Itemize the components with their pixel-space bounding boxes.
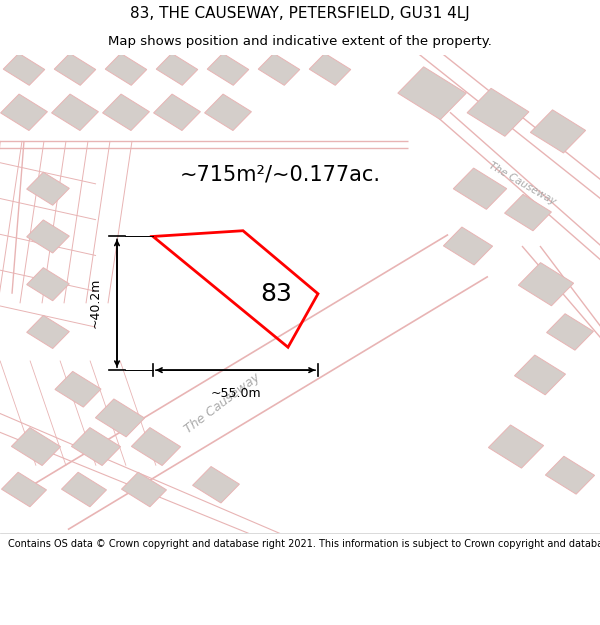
Text: Map shows position and indicative extent of the property.: Map shows position and indicative extent… [108,35,492,48]
Polygon shape [453,168,507,209]
Polygon shape [467,88,529,136]
Polygon shape [258,53,300,85]
Polygon shape [488,425,544,468]
Polygon shape [103,94,149,131]
Polygon shape [71,428,121,466]
Polygon shape [545,456,595,494]
Polygon shape [131,428,181,466]
Polygon shape [105,53,147,85]
Polygon shape [26,316,70,349]
Text: 83: 83 [260,282,292,306]
Polygon shape [95,399,145,437]
Polygon shape [26,220,70,253]
Polygon shape [207,53,249,85]
Text: The Causeway: The Causeway [182,371,262,436]
Polygon shape [52,94,98,131]
Polygon shape [547,314,593,350]
Polygon shape [514,355,566,395]
Polygon shape [154,94,200,131]
Polygon shape [530,110,586,153]
Polygon shape [1,94,47,131]
Polygon shape [309,53,351,85]
Polygon shape [505,194,551,231]
Text: Contains OS data © Crown copyright and database right 2021. This information is : Contains OS data © Crown copyright and d… [8,539,600,549]
Polygon shape [205,94,251,131]
Polygon shape [122,472,166,507]
Text: ~55.0m: ~55.0m [210,387,261,400]
Polygon shape [26,172,70,205]
Polygon shape [54,53,96,85]
Polygon shape [398,67,466,119]
Polygon shape [26,268,70,301]
Polygon shape [55,371,101,407]
Text: ~715m²/~0.177ac.: ~715m²/~0.177ac. [180,164,381,184]
Polygon shape [193,466,239,503]
Polygon shape [11,428,61,466]
Text: The Causeway: The Causeway [487,161,557,207]
Polygon shape [3,53,45,85]
Polygon shape [443,227,493,265]
Text: 83, THE CAUSEWAY, PETERSFIELD, GU31 4LJ: 83, THE CAUSEWAY, PETERSFIELD, GU31 4LJ [130,6,470,21]
Polygon shape [2,472,46,507]
Polygon shape [62,472,106,507]
Polygon shape [156,53,198,85]
Text: ~40.2m: ~40.2m [89,278,102,329]
Polygon shape [518,262,574,306]
